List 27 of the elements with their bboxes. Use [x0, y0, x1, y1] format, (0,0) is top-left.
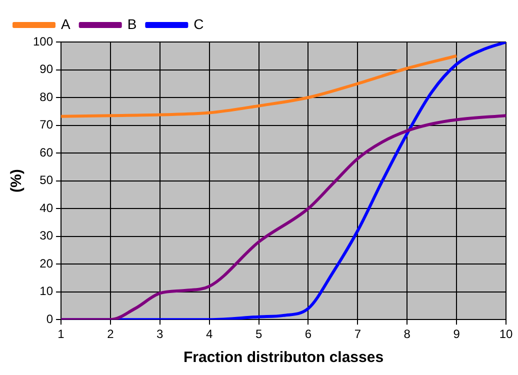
x-tick-label: 7	[354, 327, 362, 342]
x-tick-label: 2	[107, 327, 114, 342]
y-tick-label: 80	[40, 90, 54, 104]
x-tick-label: 8	[404, 327, 411, 342]
legend-label: B	[127, 16, 137, 32]
line-series	[61, 54, 458, 118]
y-tick-label: 40	[40, 200, 54, 215]
y-tick-label: 50	[40, 173, 54, 188]
y-tick-label: 60	[40, 145, 54, 160]
y-tick-label: 30	[40, 228, 54, 243]
x-axis-title: Fraction distributon classes	[183, 349, 384, 366]
y-tick-label: 10	[40, 284, 54, 298]
y-axis-title: (%)	[8, 169, 26, 192]
y-tick-label: 20	[40, 256, 54, 270]
x-tick-label: 5	[255, 327, 262, 342]
legend-label: A	[61, 16, 71, 32]
y-tick-label: 100	[32, 34, 54, 48]
y-tick-label: 90	[40, 62, 54, 76]
legend-label: C	[194, 16, 204, 32]
x-tick-label: 4	[206, 327, 214, 342]
y-tick-label: 70	[40, 118, 54, 132]
y-tick-label: 0	[46, 312, 54, 326]
x-tick-label: 9	[453, 327, 460, 342]
x-tick-label: 3	[156, 327, 164, 342]
x-tick-label: 1	[58, 327, 65, 342]
x-tick-label: 6	[304, 327, 312, 342]
x-tick-label: 10	[499, 327, 513, 342]
